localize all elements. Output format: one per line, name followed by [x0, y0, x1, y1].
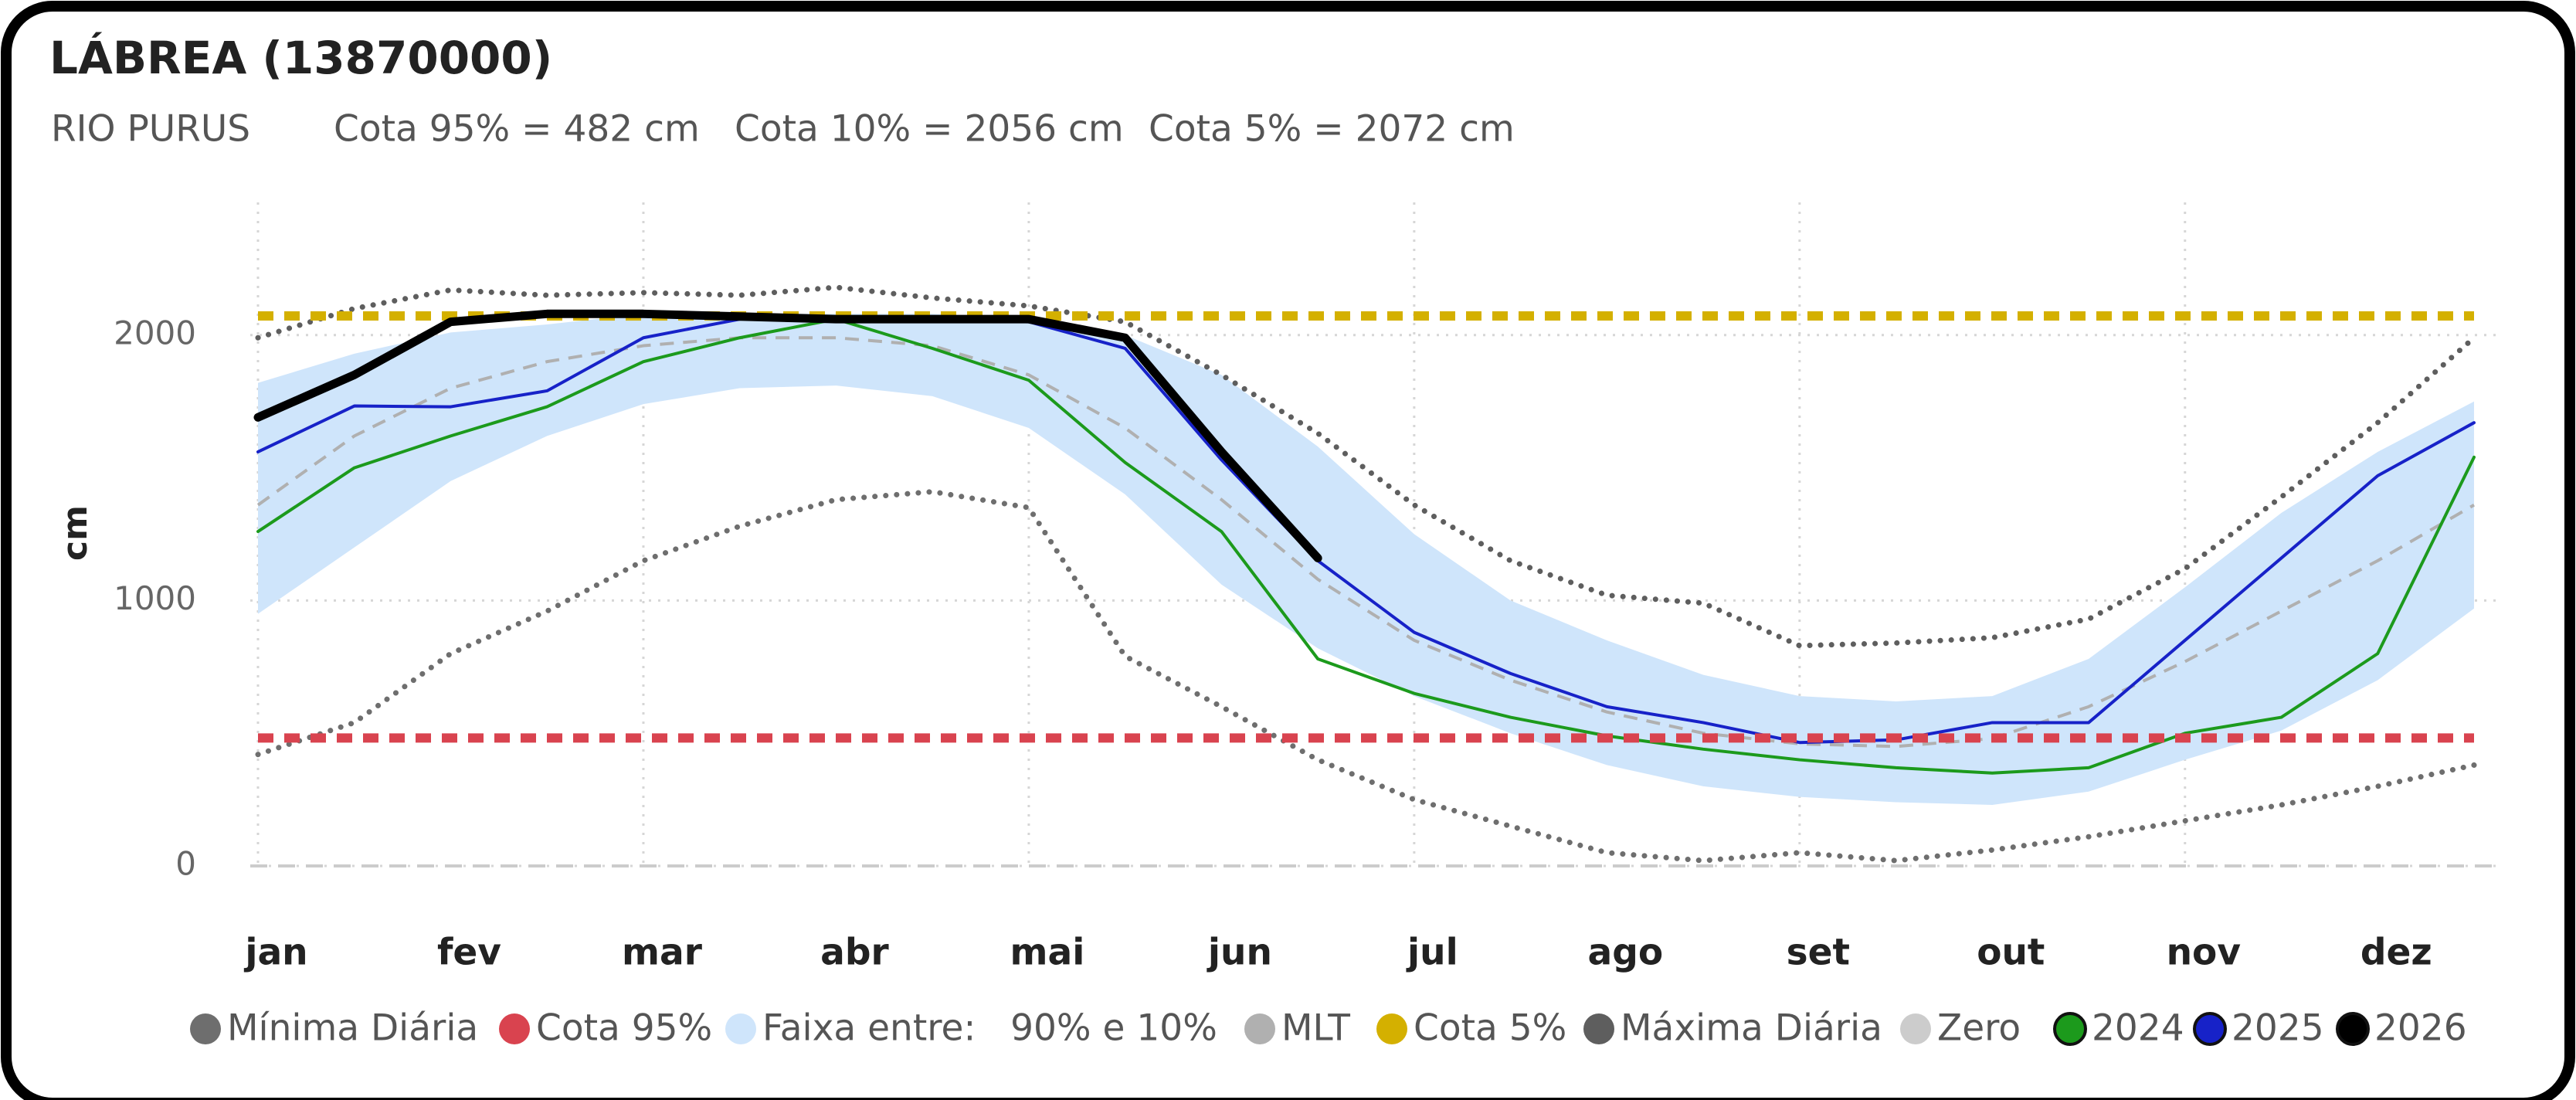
- x-tick-label: fev: [437, 932, 501, 974]
- legend-marker: [2053, 1012, 2087, 1046]
- x-tick-label: mai: [1010, 932, 1085, 974]
- legend-label: Cota 5%: [1414, 1007, 1566, 1050]
- legend-marker: [725, 1013, 756, 1044]
- subtitle: Cota 95% = 482 cm: [334, 108, 700, 151]
- x-tick-label: ago: [1588, 932, 1664, 974]
- legend-label: Mínima Diária: [227, 1007, 478, 1050]
- x-tick-label: out: [1977, 932, 2045, 974]
- y-tick-label: 2000: [114, 314, 196, 351]
- legend-label: Máxima Diária: [1621, 1007, 1882, 1050]
- x-tick-label: jul: [1406, 932, 1458, 974]
- series-line: [253, 309, 1322, 562]
- x-tick-label: abr: [820, 932, 889, 974]
- legend-marker: [1244, 1013, 1275, 1044]
- x-tick-label: set: [1787, 932, 1850, 974]
- legend-label: Faixa entre: 90% e 10%: [762, 1007, 1217, 1050]
- chart-title: LÁBREA (13870000): [49, 31, 552, 84]
- legend-label: MLT: [1281, 1007, 1350, 1050]
- x-tick-label: mar: [622, 932, 703, 974]
- legend-label: Cota 95%: [536, 1007, 712, 1050]
- y-axis-label: cm: [56, 505, 95, 561]
- legend-label: Zero: [1937, 1007, 2021, 1050]
- series-line: [256, 336, 2476, 749]
- series-line: [256, 317, 2476, 775]
- legend-marker: [1900, 1013, 1931, 1044]
- y-tick-label: 1000: [114, 579, 196, 617]
- x-tick-label: nov: [2167, 932, 2241, 974]
- legend-label: 2024: [2092, 1007, 2184, 1050]
- legend-marker: [2336, 1012, 2370, 1046]
- legend-marker: [499, 1013, 530, 1044]
- series-line: [255, 489, 2477, 864]
- subtitle: Cota 10% = 2056 cm: [735, 108, 1124, 151]
- x-tick-label: jan: [243, 932, 307, 974]
- legend-marker: [2193, 1012, 2227, 1046]
- subtitle: Cota 5% = 2072 cm: [1149, 108, 1515, 151]
- legend-label: 2026: [2374, 1007, 2467, 1050]
- legend-marker: [190, 1013, 221, 1044]
- x-tick-label: jun: [1207, 932, 1272, 974]
- y-tick-label: 0: [175, 845, 196, 883]
- series-line: [256, 314, 2476, 745]
- x-tick-label: dez: [2360, 932, 2432, 974]
- legend-marker: [1583, 1013, 1614, 1044]
- legend-label: 2025: [2232, 1007, 2324, 1050]
- legend-marker: [1376, 1013, 1407, 1044]
- subtitle: RIO PURUS: [51, 108, 250, 151]
- band-area: [258, 314, 2474, 805]
